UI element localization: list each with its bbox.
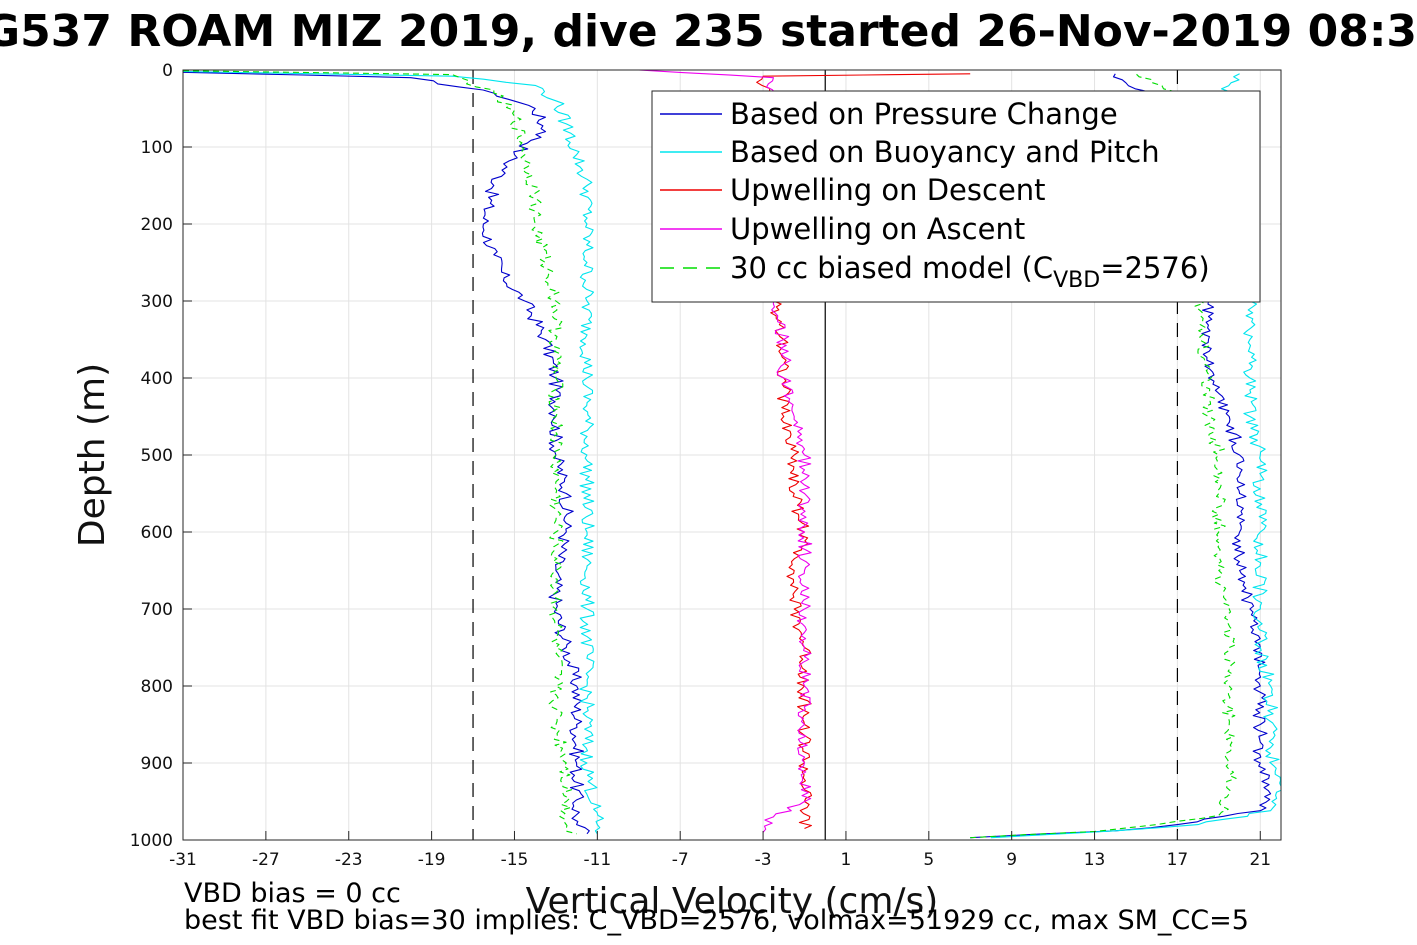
footer-vbd-bias: VBD bias = 0 cc	[184, 878, 401, 909]
axis-ticks: -31 -27 -23 -19 -15 -11 -7 -3 1 5 9 13 17 21010020030…	[130, 61, 1271, 870]
x-tick-label: -23	[335, 850, 363, 870]
legend-label: Based on Pressure Change	[730, 97, 1118, 131]
y-tick-label: 500	[141, 446, 173, 466]
x-tick-label: -15	[501, 850, 529, 870]
legend-label: 30 cc biased model (CVBD=2576)	[730, 251, 1210, 293]
x-tick-label: -27	[252, 850, 280, 870]
x-tick-label: 5	[923, 850, 934, 870]
series-line	[183, 70, 577, 835]
x-tick-label: 17	[1167, 850, 1189, 870]
x-tick-label: -11	[583, 850, 611, 870]
x-tick-label: -31	[169, 850, 197, 870]
y-tick-label: 600	[141, 523, 173, 543]
chart-title: SG537 ROAM MIZ 2019, dive 235 started 26…	[0, 6, 1417, 57]
legend-box	[651, 90, 1261, 303]
legend-label: Upwelling on Descent	[730, 173, 1046, 207]
y-tick-label: 1000	[130, 831, 173, 851]
footer-best-fit: best fit VBD bias=30 implies: C_VBD=2576…	[184, 905, 1249, 936]
y-tick-label: 0	[162, 61, 173, 81]
x-tick-label: -3	[755, 850, 772, 870]
x-tick-label: 9	[1006, 850, 1017, 870]
x-tick-label: -19	[418, 850, 446, 870]
y-tick-label: 200	[141, 215, 173, 235]
x-axis-label: Vertical Velocity (cm/s)	[526, 881, 939, 922]
series-line	[183, 70, 604, 835]
y-tick-label: 900	[141, 754, 173, 774]
x-tick-label: 1	[841, 850, 852, 870]
legend-label: Upwelling on Ascent	[730, 212, 1025, 246]
x-tick-label: 21	[1249, 850, 1271, 870]
legend: Based on Pressure Change Based on Buoyanc…	[651, 90, 1261, 303]
y-tick-label: 400	[141, 369, 173, 389]
y-tick-label: 100	[141, 138, 173, 158]
y-axis-label: Depth (m)	[72, 363, 113, 547]
y-tick-label: 800	[141, 677, 173, 697]
x-tick-label: 13	[1084, 850, 1106, 870]
y-tick-label: 700	[141, 600, 173, 620]
y-tick-label: 300	[141, 292, 173, 312]
x-tick-label: -7	[672, 850, 689, 870]
legend-label: Based on Buoyancy and Pitch	[730, 135, 1160, 169]
